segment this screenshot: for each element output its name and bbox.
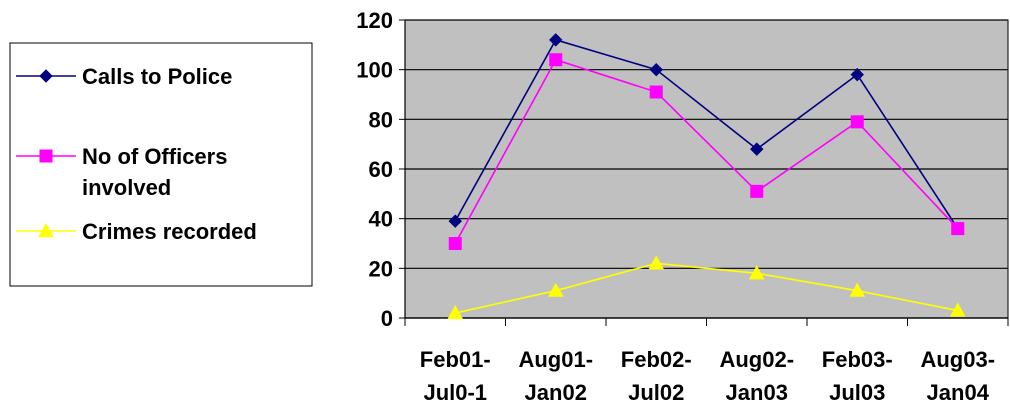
legend-swatch-marker — [39, 69, 53, 83]
data-point — [649, 62, 663, 77]
data-point — [549, 53, 563, 67]
y-tick-label: 100 — [356, 58, 393, 83]
series-layer — [447, 33, 966, 320]
x-tick-label-line: Feb03- — [822, 347, 893, 372]
x-tick-label: Aug02- Jan03 — [719, 347, 794, 405]
data-point — [849, 282, 866, 297]
x-tick-label-line: Aug02- — [719, 347, 794, 372]
legend: Calls to Police No of Officers involved Cri… — [9, 42, 313, 287]
y-tick-label: 80 — [369, 107, 393, 132]
legend-swatch-marker — [39, 149, 53, 163]
x-tick-label-line: Jan02 — [525, 380, 587, 405]
series-line — [454, 58, 959, 244]
data-point — [448, 237, 462, 250]
x-tick-label-line: Jul02 — [628, 380, 684, 405]
x-tick-label-line: Jan04 — [927, 380, 990, 405]
data-point — [649, 85, 663, 99]
y-tick-label: 120 — [356, 8, 393, 33]
y-axis-ticks: 0 20 40 60 80 100 120 — [356, 8, 405, 331]
legend-label: Crimes recorded — [82, 219, 257, 244]
data-point — [951, 222, 965, 236]
y-tick-label: 60 — [369, 157, 393, 182]
data-point — [748, 265, 765, 280]
data-point — [648, 255, 665, 270]
legend-label-line: Crimes recorded — [82, 219, 257, 244]
x-tick-label-line: Aug01- — [518, 347, 593, 372]
data-point — [850, 67, 864, 82]
x-tick-label-line: Feb02- — [621, 347, 692, 372]
legend-label-line: No of Officers — [82, 144, 227, 169]
series-3 — [447, 255, 966, 320]
x-tick-label-line: Aug03- — [920, 347, 995, 372]
x-tick-label: Aug03- Jan04 — [920, 347, 995, 405]
series-line — [455, 262, 958, 314]
legend-label: Calls to Police — [82, 64, 232, 89]
legend-label: No of Officers involved — [82, 144, 227, 200]
data-point — [949, 302, 966, 317]
x-axis-ticks: Feb01- Jul0-1 Aug01- Jan02 Feb02- Jul02 Aug02-… — [404, 318, 1009, 405]
y-tick-label: 20 — [369, 256, 393, 281]
y-tick-label: 0 — [381, 306, 393, 331]
x-tick-label-line: Jul0-1 — [423, 380, 487, 405]
legend-entry: Calls to Police — [16, 64, 232, 89]
series-2 — [448, 53, 965, 250]
legend-box — [9, 42, 313, 287]
legend-label-line: involved — [82, 175, 171, 200]
legend-entry: Crimes recorded — [16, 219, 257, 244]
data-point — [448, 214, 462, 228]
data-point — [750, 142, 764, 156]
x-tick-label-line: Jan03 — [726, 380, 788, 405]
x-tick-label-line: Jul03 — [829, 380, 885, 405]
legend-swatch-marker — [38, 222, 54, 238]
x-tick-label-line: Feb01- — [420, 347, 491, 372]
y-tick-label: 40 — [369, 207, 393, 232]
series-line — [454, 38, 959, 230]
x-tick-label: Feb03- Jul03 — [822, 347, 893, 405]
data-point — [547, 282, 564, 297]
legend-entry: No of Officers involved — [16, 144, 227, 200]
x-tick-label: Aug01- Jan02 — [518, 347, 593, 405]
data-point — [850, 115, 864, 129]
x-tick-label: Feb02- Jul02 — [621, 347, 692, 405]
x-tick-label: Feb01- Jul0-1 — [420, 347, 491, 405]
data-point — [549, 33, 563, 47]
data-point — [750, 184, 764, 198]
legend-label-line: Calls to Police — [82, 64, 232, 89]
data-point — [447, 305, 464, 320]
